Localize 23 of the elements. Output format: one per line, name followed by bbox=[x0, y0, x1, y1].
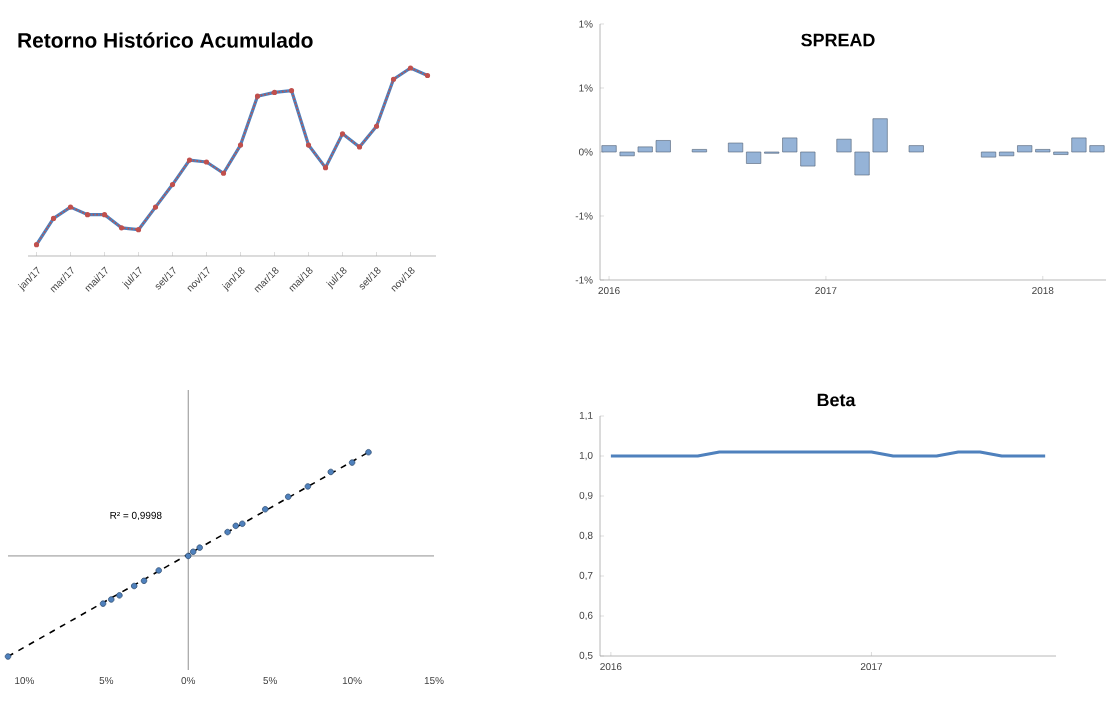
point bbox=[224, 528, 231, 536]
point bbox=[196, 544, 203, 551]
point bbox=[4, 653, 12, 660]
point bbox=[365, 449, 372, 456]
point bbox=[327, 468, 334, 476]
bar bbox=[908, 145, 924, 153]
chart-title: SPREAD bbox=[801, 33, 875, 47]
chart-title: Beta bbox=[817, 393, 856, 407]
point bbox=[116, 592, 123, 599]
point bbox=[185, 552, 192, 560]
point bbox=[130, 582, 138, 590]
point bbox=[284, 493, 292, 501]
point bbox=[262, 506, 269, 513]
point bbox=[108, 596, 115, 603]
point bbox=[189, 548, 197, 555]
point bbox=[155, 567, 162, 574]
point bbox=[304, 483, 312, 490]
point bbox=[348, 459, 356, 466]
point bbox=[99, 600, 107, 607]
point bbox=[232, 522, 239, 530]
point bbox=[239, 520, 246, 527]
point bbox=[140, 577, 148, 585]
chart-title: Retorno Histórico Acumulado bbox=[18, 32, 313, 48]
